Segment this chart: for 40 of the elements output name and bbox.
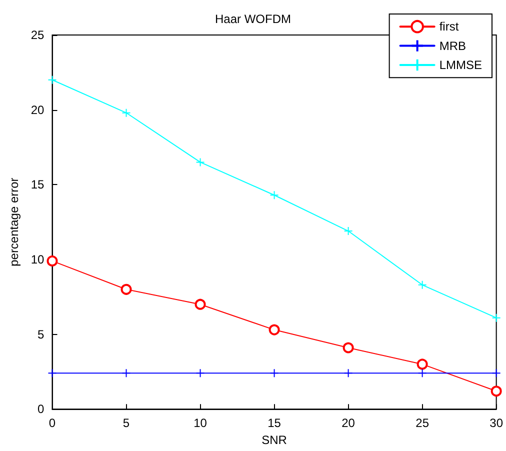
y-tick-label: 5 [38, 327, 45, 342]
point [416, 358, 428, 370]
point [418, 280, 427, 290]
point [418, 368, 427, 378]
point [48, 368, 57, 378]
point [492, 368, 501, 378]
y-tick-label: 20 [30, 102, 45, 117]
x-tick-label: 10 [194, 416, 208, 430]
point [344, 226, 353, 236]
point [342, 342, 354, 354]
x-tick-label: 30 [490, 416, 504, 430]
x-tick-label: 0 [48, 416, 56, 430]
y-tick-label: 25 [30, 28, 45, 42]
point [270, 190, 279, 200]
legend-label: first [439, 20, 460, 34]
point [48, 75, 57, 84]
y-tick-label: 0 [38, 402, 45, 416]
x-tick-label: 20 [342, 416, 356, 430]
y-axis-title: percentage error [7, 178, 21, 266]
x-tick-label: 15 [268, 416, 282, 430]
chart-title: Haar WOFDM [215, 12, 291, 26]
legend-label: LMMSE [439, 58, 482, 72]
point [268, 324, 280, 336]
point [46, 255, 58, 266]
point [196, 158, 205, 167]
x-axis-title: SNR [262, 433, 288, 447]
point [492, 313, 501, 322]
legend-label: MRB [439, 38, 466, 53]
y-tick-label: 10 [30, 252, 45, 266]
point [122, 368, 131, 378]
point [490, 386, 502, 397]
point [120, 284, 132, 295]
y-tick-label: 15 [30, 178, 45, 192]
point [194, 298, 206, 310]
point [122, 108, 131, 118]
point [344, 368, 353, 378]
x-tick-label: 5 [122, 416, 130, 430]
point [270, 368, 279, 378]
x-tick-label: 25 [416, 416, 430, 430]
point [196, 368, 205, 378]
